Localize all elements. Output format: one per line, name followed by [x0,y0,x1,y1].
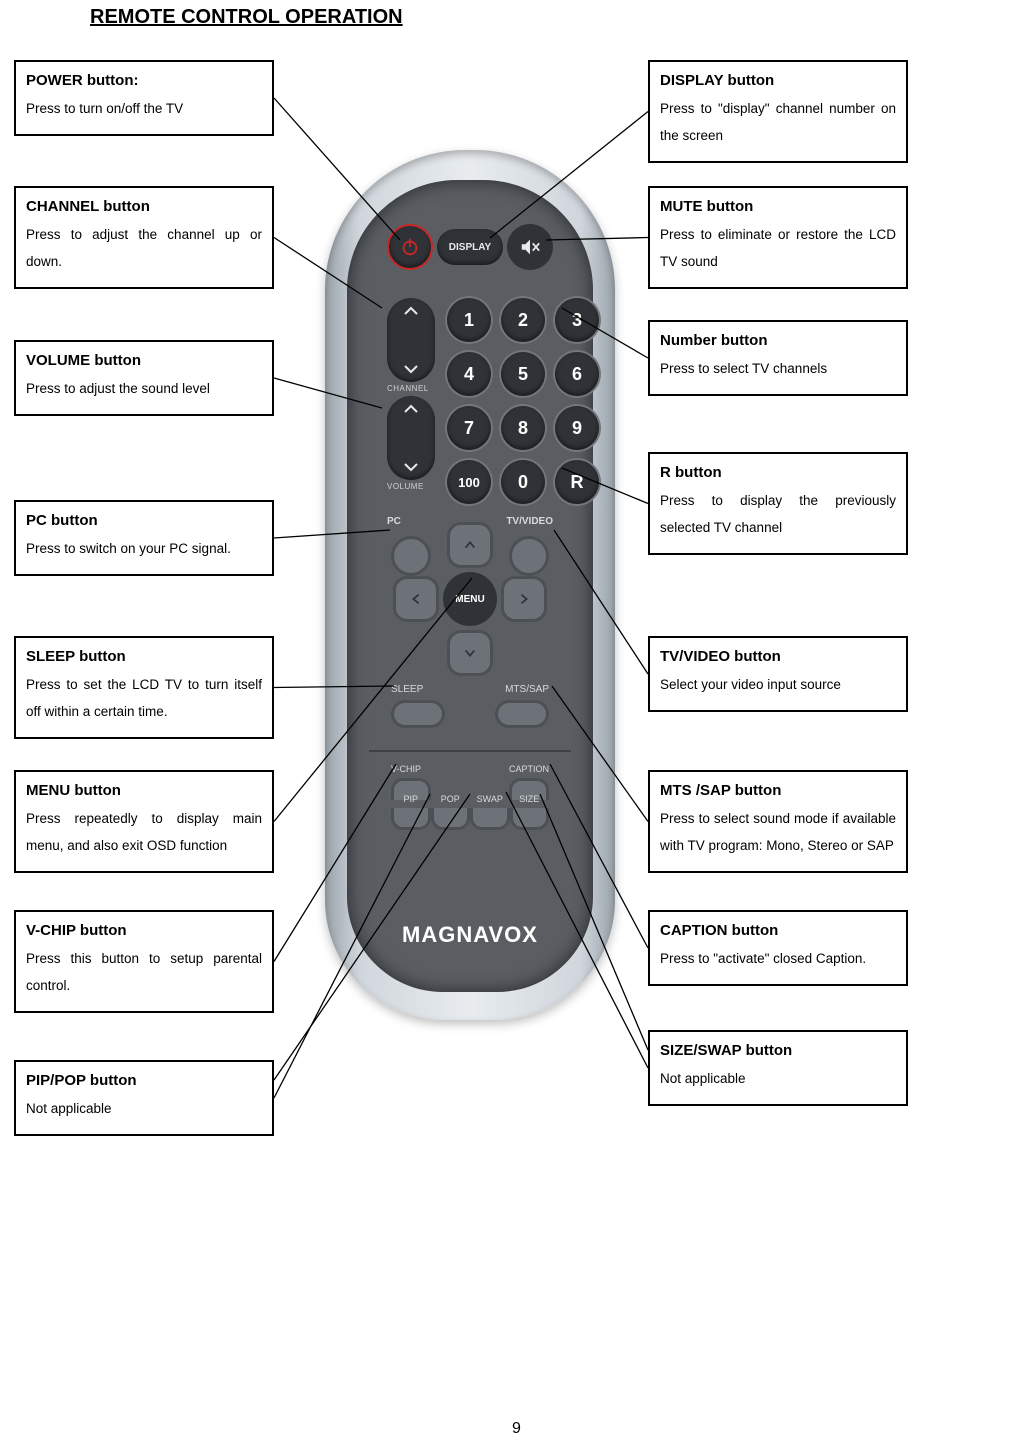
pip-label: PIP [391,794,431,804]
callout-box: CAPTION button Press to "activate" closed… [648,910,908,986]
callout-title: PC button [26,512,262,529]
callout-title: MTS /SAP button [660,782,896,799]
callout-title: PIP/POP button [26,1072,262,1089]
callout-desc: Press to display the previously selected… [660,487,896,541]
callout-desc: Press to adjust the sound level [26,375,262,402]
num-3: 3 [555,298,599,342]
arrow-up-icon [447,522,493,568]
callout-desc: Press to eliminate or restore the LCD TV… [660,221,896,275]
display-button: DISPLAY [437,229,503,265]
swap-button [470,808,510,830]
callout-desc: Press to turn on/off the TV [26,95,262,122]
divider [369,750,571,752]
pop-button [431,808,471,830]
num-r: R [555,460,599,504]
callout-box: Number button Press to select TV channels [648,320,908,396]
num-4: 4 [447,352,491,396]
num-9: 9 [555,406,599,450]
callout-title: SLEEP button [26,648,262,665]
pop-label: POP [431,794,471,804]
power-icon [387,224,433,270]
callout-desc: Press to switch on your PC signal. [26,535,262,562]
callout-box: PIP/POP button Not applicable [14,1060,274,1136]
callout-box: R button Press to display the previously … [648,452,908,555]
callout-title: MENU button [26,782,262,799]
sleep-button [391,700,445,728]
callout-title: POWER button: [26,72,262,89]
callout-box: DISPLAY button Press to "display" channel… [648,60,908,163]
page-number: 9 [512,1420,521,1438]
callout-box: V-CHIP button Press this button to setup … [14,910,274,1013]
brand-logo: MAGNAVOX [347,922,593,948]
callout-box: VOLUME button Press to adjust the sound l… [14,340,274,416]
num-5: 5 [501,352,545,396]
callout-title: CAPTION button [660,922,896,939]
callout-title: DISPLAY button [660,72,896,89]
num-7: 7 [447,406,491,450]
callout-desc: Not applicable [26,1095,262,1122]
num-8: 8 [501,406,545,450]
callout-title: V-CHIP button [26,922,262,939]
callout-title: Number button [660,332,896,349]
sleep-label: SLEEP [391,684,423,695]
callout-desc: Press to select sound mode if available … [660,805,896,859]
num-2: 2 [501,298,545,342]
menu-button: MENU [443,572,497,626]
callout-desc: Press repeatedly to display main menu, a… [26,805,262,859]
callout-title: SIZE/SWAP button [660,1042,896,1059]
callout-box: SLEEP button Press to set the LCD TV to t… [14,636,274,739]
callout-title: MUTE button [660,198,896,215]
num-100: 100 [447,460,491,504]
num-6: 6 [555,352,599,396]
arrow-left-icon [393,576,439,622]
callout-title: CHANNEL button [26,198,262,215]
mts-button [495,700,549,728]
remote-illustration: DISPLAY CHANNEL VOLUME 1 2 3 4 5 [325,150,615,1020]
callout-box: TV/VIDEO button Select your video input s… [648,636,908,712]
volume-label: VOLUME [387,482,424,491]
page-title: REMOTE CONTROL OPERATION [90,6,403,29]
num-0: 0 [501,460,545,504]
callout-box: MUTE button Press to eliminate or restore… [648,186,908,289]
num-1: 1 [447,298,491,342]
callout-desc: Press to set the LCD TV to turn itself o… [26,671,262,725]
callout-title: TV/VIDEO button [660,648,896,665]
callout-desc: Press to "display" channel number on the… [660,95,896,149]
callout-box: PC button Press to switch on your PC sign… [14,500,274,576]
number-grid: 1 2 3 4 5 6 7 8 9 100 0 R [447,298,599,504]
mts-label: MTS/SAP [505,684,549,695]
callout-box: MENU button Press repeatedly to display m… [14,770,274,873]
mute-icon [507,224,553,270]
caption-label: CAPTION [509,764,549,774]
swap-label: SWAP [470,794,510,804]
pip-button [391,808,431,830]
callout-desc: Press this button to setup parental cont… [26,945,262,999]
callout-title: R button [660,464,896,481]
size-button [510,808,550,830]
size-label: SIZE [510,794,550,804]
callout-desc: Not applicable [660,1065,896,1092]
vchip-label: V-CHIP [391,764,421,774]
channel-rocker [387,298,435,382]
callout-desc: Select your video input source [660,671,896,698]
arrow-right-icon [501,576,547,622]
callout-box: CHANNEL button Press to adjust the channe… [14,186,274,289]
dpad: MENU [393,522,547,676]
callout-desc: Press to "activate" closed Caption. [660,945,896,972]
callout-box: SIZE/SWAP button Not applicable [648,1030,908,1106]
callout-box: MTS /SAP button Press to select sound mod… [648,770,908,873]
callout-box: POWER button: Press to turn on/off the TV [14,60,274,136]
volume-rocker [387,396,435,480]
channel-label: CHANNEL [387,384,429,393]
callout-desc: Press to adjust the channel up or down. [26,221,262,275]
callout-desc: Press to select TV channels [660,355,896,382]
arrow-down-icon [447,630,493,676]
callout-title: VOLUME button [26,352,262,369]
